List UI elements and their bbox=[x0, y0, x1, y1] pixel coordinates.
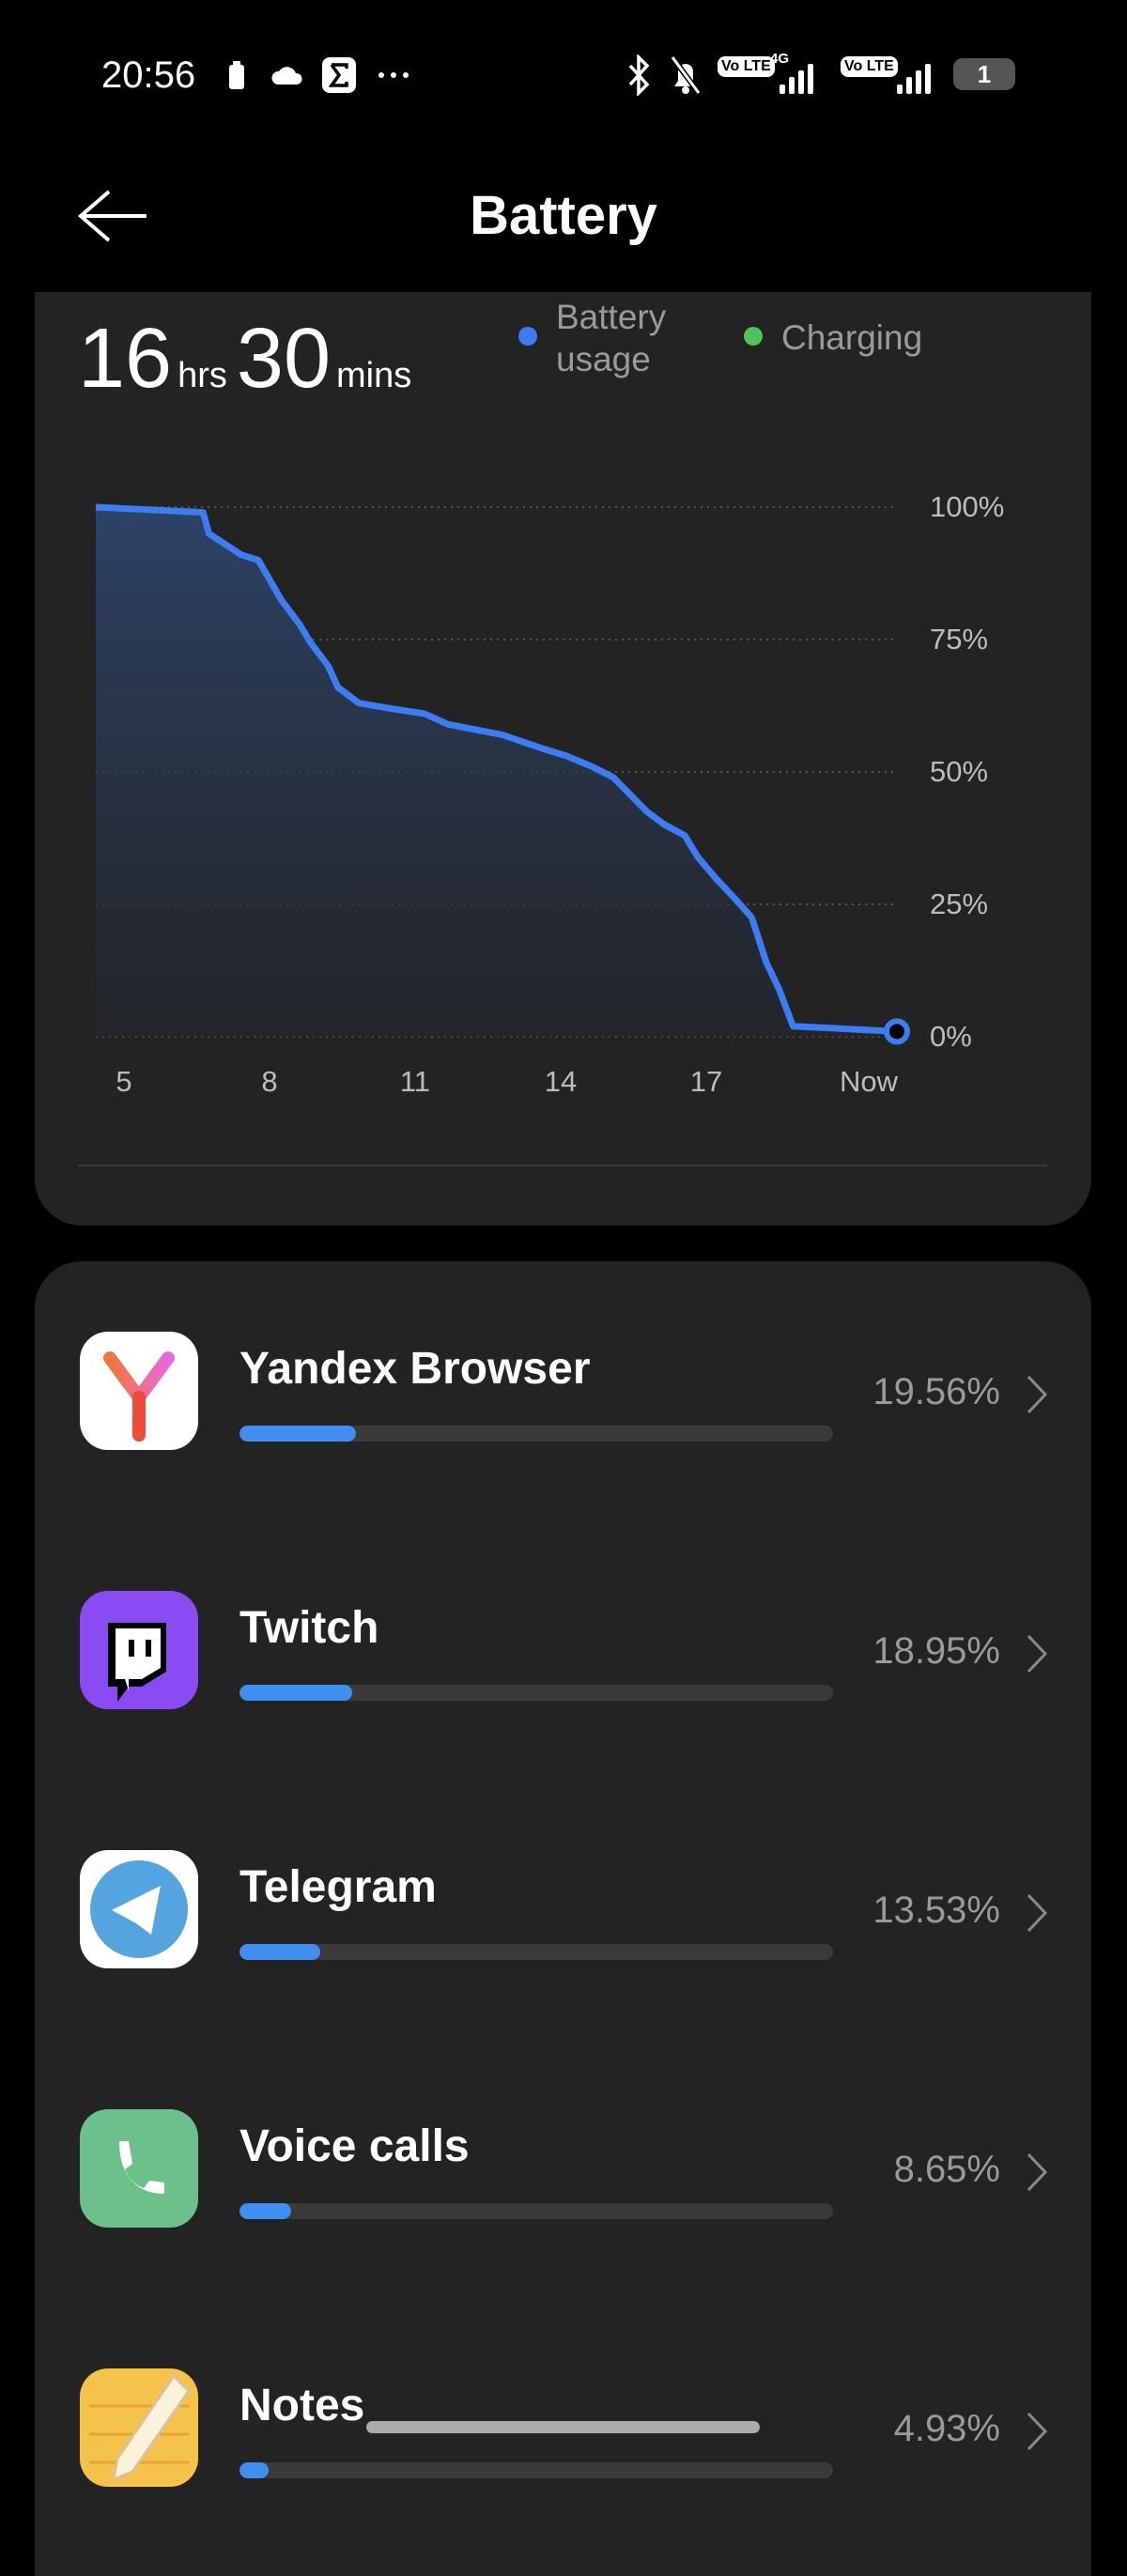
usage-percent: 4.93% bbox=[893, 2408, 1000, 2449]
app-name: Voice calls bbox=[239, 2121, 470, 2171]
usage-bar-fill bbox=[239, 1944, 320, 1960]
app-row-notes[interactable]: Notes 4.93% bbox=[35, 2368, 1091, 2556]
legend-charging-dot bbox=[744, 327, 763, 346]
home-indicator[interactable] bbox=[366, 2421, 760, 2433]
usage-percent: 13.53% bbox=[872, 1890, 1000, 1931]
chevron-right-icon bbox=[1027, 1893, 1048, 1933]
app-name: Notes bbox=[239, 2381, 365, 2430]
arrow-left-icon[interactable] bbox=[75, 188, 150, 244]
legend-charging: Charging bbox=[781, 318, 923, 357]
more-notifications-icon bbox=[378, 72, 409, 78]
usage-bar-fill bbox=[239, 1685, 352, 1701]
y-tick-label: 75% bbox=[930, 623, 989, 656]
x-tick-label: 14 bbox=[544, 1065, 578, 1098]
usage-bar-fill bbox=[239, 2203, 291, 2219]
minutes-value: 30 bbox=[236, 312, 332, 406]
divider bbox=[78, 1165, 1047, 1166]
app-usage-list: Yandex Browser 19.56% Twitch 18.95% Telegram… bbox=[35, 1261, 1091, 2576]
current-level-marker bbox=[884, 1018, 910, 1045]
hours-value: 16 bbox=[78, 312, 173, 406]
telegram-icon bbox=[80, 1850, 198, 1968]
app-name: Yandex Browser bbox=[239, 1344, 591, 1394]
usage-duration: 16 hrs 30 mins bbox=[78, 311, 421, 408]
battery-saver-icon bbox=[229, 61, 244, 89]
usage-bar bbox=[239, 1685, 833, 1701]
legend-label: Battery bbox=[556, 298, 667, 336]
network-type: 4G bbox=[770, 51, 790, 67]
usage-bar bbox=[239, 1426, 833, 1442]
app-name: Twitch bbox=[239, 1603, 379, 1653]
y-tick-label: 0% bbox=[930, 1020, 972, 1053]
notes-icon bbox=[80, 2368, 198, 2487]
usage-percent: 18.95% bbox=[872, 1630, 1000, 1672]
app-name: Telegram bbox=[239, 1862, 437, 1912]
y-tick-label: 25% bbox=[930, 887, 989, 920]
minutes-unit: mins bbox=[336, 356, 412, 395]
signal-2-icon bbox=[897, 64, 931, 94]
app-row-voice-calls[interactable]: Voice calls 8.65% bbox=[35, 2109, 1091, 2297]
header: Battery bbox=[0, 169, 1127, 263]
x-tick-label: 8 bbox=[261, 1065, 278, 1098]
usage-bar bbox=[239, 2462, 833, 2478]
legend-label: usage bbox=[556, 340, 651, 378]
y-tick-label: 100% bbox=[930, 490, 1005, 523]
chevron-right-icon bbox=[1027, 2152, 1048, 2192]
x-tick-label: Now bbox=[839, 1065, 899, 1098]
app-row-yandex-browser[interactable]: Yandex Browser 19.56% bbox=[35, 1332, 1091, 1519]
chevron-right-icon bbox=[1027, 2412, 1048, 2451]
sigma-app-icon bbox=[322, 57, 356, 93]
bluetooth-icon bbox=[628, 54, 650, 96]
bell-off-icon bbox=[670, 55, 702, 95]
cloud-icon bbox=[271, 67, 302, 85]
usage-bar-fill bbox=[239, 1426, 356, 1442]
usage-percent: 8.65% bbox=[893, 2149, 1000, 2190]
phone-icon bbox=[80, 2109, 198, 2228]
usage-bar-fill bbox=[239, 2462, 270, 2478]
battery-icon: 1 bbox=[953, 58, 1015, 90]
legend-battery-usage-dot bbox=[518, 327, 537, 346]
battery-usage-card: 16 hrs 30 mins Battery usage Charging 100% 75… bbox=[35, 292, 1091, 1226]
status-time: 20:56 bbox=[101, 54, 196, 96]
usage-percent: 19.56% bbox=[872, 1371, 1000, 1412]
chevron-right-icon bbox=[1027, 1375, 1048, 1414]
app-row-telegram[interactable]: Telegram 13.53% bbox=[35, 1850, 1091, 2038]
volte-1-badge: Vo LTE bbox=[718, 56, 775, 77]
usage-bar bbox=[239, 1944, 833, 1960]
signal-1-icon bbox=[780, 64, 813, 94]
x-tick-label: 11 bbox=[399, 1065, 431, 1098]
y-tick-label: 50% bbox=[930, 755, 989, 788]
page-title: Battery bbox=[470, 185, 657, 246]
twitch-icon bbox=[80, 1591, 198, 1709]
battery-area bbox=[96, 507, 897, 1037]
yandex-browser-icon bbox=[80, 1332, 198, 1450]
hours-unit: hrs bbox=[178, 356, 227, 395]
status-bar: 20:56 Vo LTE 4G Vo LTE 1 bbox=[0, 47, 1127, 103]
battery-line bbox=[95, 503, 898, 1035]
usage-bar bbox=[239, 2203, 833, 2219]
battery-chart[interactable] bbox=[35, 292, 1091, 1137]
legend-battery-usage: Battery usage bbox=[556, 296, 666, 380]
app-row-twitch[interactable]: Twitch 18.95% bbox=[35, 1591, 1091, 1779]
chevron-right-icon bbox=[1027, 1634, 1048, 1674]
volte-2-badge: Vo LTE bbox=[841, 56, 898, 77]
x-tick-label: 5 bbox=[116, 1065, 132, 1098]
x-tick-label: 17 bbox=[689, 1065, 723, 1098]
